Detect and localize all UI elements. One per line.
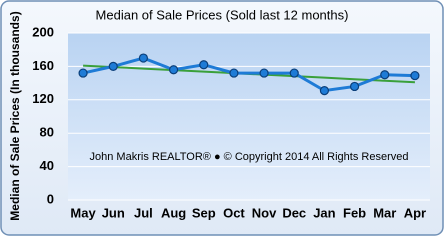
y-tick-label: 0 xyxy=(47,191,54,206)
data-point xyxy=(78,68,88,78)
plot-area xyxy=(68,33,430,200)
data-point xyxy=(168,65,179,75)
y-tick-label: 160 xyxy=(32,58,54,73)
data-point xyxy=(319,86,330,96)
x-tick-label: Dec xyxy=(282,205,306,220)
y-tick-label: 80 xyxy=(40,125,54,140)
y-tick-label: 120 xyxy=(32,91,54,106)
data-point xyxy=(108,61,118,72)
data-point xyxy=(380,70,390,80)
x-tick-label: Oct xyxy=(223,205,245,220)
y-tick-label: 40 xyxy=(40,158,54,173)
x-tick-label: Jun xyxy=(102,205,125,220)
x-tick-label: Nov xyxy=(252,205,277,220)
x-tick-label: Jan xyxy=(313,205,335,220)
data-point xyxy=(410,70,420,81)
series-line xyxy=(82,56,415,93)
x-tick-label: Feb xyxy=(343,205,366,220)
annotation: John Makris REALTOR® ● © Copyright 2014 … xyxy=(90,151,409,163)
x-tick-label: Apr xyxy=(404,205,426,220)
x-tick-label: Mar xyxy=(373,205,396,220)
y-tick-label: 200 xyxy=(32,24,54,39)
x-tick-label: May xyxy=(70,205,96,220)
data-point xyxy=(349,81,360,92)
data-point xyxy=(199,60,209,70)
data-point xyxy=(289,68,299,78)
x-tick-label: Jul xyxy=(134,205,153,220)
x-tick-label: Sep xyxy=(192,205,216,220)
y-axis-label: Median of Sale Prices (In thousands) xyxy=(8,11,22,220)
x-tick-label: Aug xyxy=(161,205,186,220)
chart-title: Median of Sale Prices (Sold last 12 mont… xyxy=(96,7,349,22)
data-point xyxy=(229,68,239,78)
data-point xyxy=(259,68,269,78)
data-point xyxy=(138,53,149,63)
